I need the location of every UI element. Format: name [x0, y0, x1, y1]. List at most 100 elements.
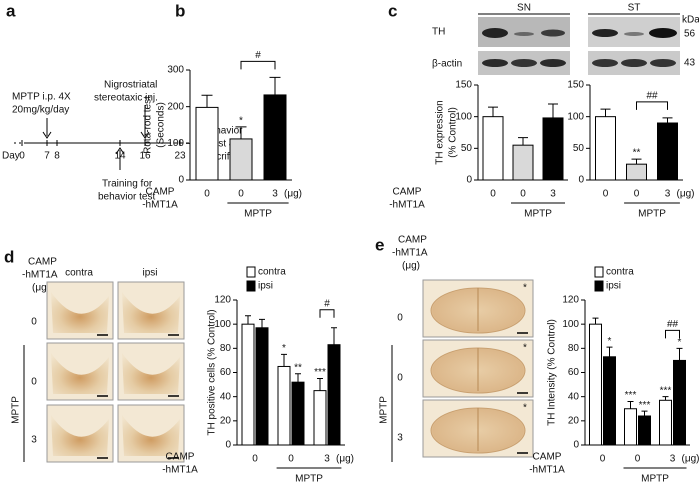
band — [650, 59, 676, 67]
note: Sacrifice — [204, 152, 243, 163]
group-label: MPTP — [379, 396, 390, 424]
day-label: Day — [2, 151, 20, 162]
bar — [195, 106, 219, 181]
y-tick-label: 120 — [214, 295, 231, 306]
significance-bracket — [240, 60, 276, 70]
significance: ** — [294, 362, 302, 373]
bar — [638, 415, 651, 446]
y-tick-label: 40 — [220, 391, 232, 402]
bar — [327, 344, 341, 446]
error-bar — [606, 346, 613, 357]
bar — [542, 117, 564, 181]
bar — [277, 365, 291, 446]
group-label: MPTP — [295, 474, 323, 485]
significance: *** — [660, 385, 672, 396]
significance: ** — [633, 148, 641, 159]
significance-bracket — [665, 329, 680, 339]
protein-label: TH — [432, 27, 445, 38]
x-axis-title: CAMP — [166, 452, 195, 463]
kda-size: 56 — [684, 29, 696, 40]
y-axis-title: TH Intensity (% Control) — [547, 319, 558, 426]
day-label: 14 — [114, 151, 126, 162]
y-tick-label: 150 — [455, 80, 472, 91]
significance-bracket — [319, 309, 335, 318]
significance: * — [678, 337, 682, 348]
y-tick-label: 50 — [573, 143, 585, 154]
y-axis-title: Rota-rod test — [143, 96, 154, 154]
y-tick-label: 20 — [568, 415, 580, 426]
y-tick-label: 0 — [578, 175, 584, 186]
x-axis-title: -hMT1A — [529, 465, 565, 476]
x-tick-label: 0 — [600, 454, 606, 465]
error-bar — [592, 317, 599, 325]
group-label: MPTP — [638, 209, 666, 220]
protein-label: β-actin — [432, 59, 462, 70]
camp-label: (μg) — [32, 283, 50, 294]
row-label: 3 — [397, 433, 403, 444]
error-bar — [269, 76, 281, 95]
band — [482, 28, 508, 38]
bar — [313, 390, 327, 446]
error-bar — [281, 353, 287, 367]
day-label: 0 — [19, 151, 25, 162]
band — [511, 59, 537, 67]
panel-label: b — [175, 1, 185, 20]
significance: * — [239, 115, 243, 126]
y-tick-label: 100 — [455, 111, 472, 122]
unit-label: (μg) — [284, 189, 302, 200]
tissue — [51, 415, 109, 456]
y-tick-label: 300 — [167, 65, 184, 76]
y-axis-title: (Seconds) — [156, 102, 167, 148]
error-bar — [201, 94, 213, 108]
x-axis-title: -hMT1A — [162, 465, 198, 476]
bar — [603, 356, 616, 446]
tissue — [51, 292, 109, 333]
error-bar — [600, 108, 611, 117]
x-tick-label: 3 — [670, 454, 676, 465]
legend-swatch — [246, 266, 256, 278]
x-tick-label: 3 — [324, 454, 330, 465]
x-tick-label: 0 — [603, 189, 609, 200]
x-axis-title: CAMP — [146, 187, 175, 198]
bar — [657, 122, 678, 181]
note: Behavior — [203, 126, 243, 137]
y-tick-label: 100 — [567, 111, 584, 122]
unit-label: (μg) — [677, 189, 695, 200]
bar — [624, 408, 637, 446]
bar — [482, 116, 504, 181]
error-bar — [317, 378, 323, 391]
y-tick-label: 120 — [562, 295, 579, 306]
note: test & — [210, 139, 236, 150]
row-label: 0 — [397, 313, 403, 324]
x-tick-label: 3 — [665, 189, 671, 200]
band — [649, 28, 677, 38]
significance-bracket — [636, 101, 668, 110]
legend-label: ipsi — [606, 281, 621, 292]
error-bar — [662, 117, 673, 123]
x-axis-title: -hMT1A — [389, 200, 425, 211]
y-tick-label: 50 — [461, 143, 473, 154]
tissue — [51, 353, 109, 394]
y-tick-label: 80 — [220, 343, 232, 354]
day-label: 16 — [139, 151, 151, 162]
y-tick-label: 40 — [568, 391, 580, 402]
error-bar — [488, 106, 498, 117]
error-bar — [518, 137, 528, 146]
significance: *** — [314, 367, 326, 378]
legend-label: contra — [258, 267, 286, 278]
error-bar — [295, 373, 301, 383]
error-bar — [676, 347, 683, 361]
corner-mark: * — [523, 283, 527, 294]
y-tick-label: 60 — [220, 367, 232, 378]
row-label: 3 — [31, 435, 37, 446]
error-bar — [235, 126, 247, 139]
arrow-head — [140, 131, 150, 139]
x-axis-title: CAMP — [533, 452, 562, 463]
panel-label: d — [4, 247, 14, 266]
row-label: 0 — [31, 377, 37, 388]
kda-label: kDa — [682, 15, 699, 26]
day-label: 8 — [54, 151, 60, 162]
tissue — [122, 415, 180, 456]
y-tick-label: 20 — [220, 415, 232, 426]
legend-swatch — [594, 280, 604, 292]
